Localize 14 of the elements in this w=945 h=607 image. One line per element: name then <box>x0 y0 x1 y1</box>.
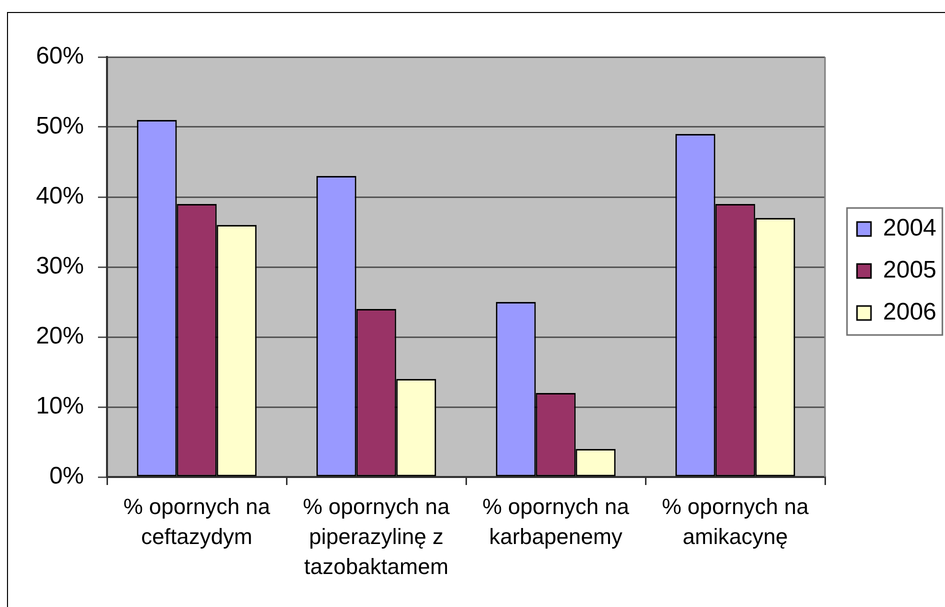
y-tick-label: 10% <box>36 392 84 420</box>
x-tick-label: % opornych na piperazylinę z tazobaktamem <box>302 494 450 579</box>
y-tick-label: 0% <box>49 462 84 490</box>
x-tick-label: % opornych na ceftazydym <box>123 494 271 549</box>
y-tick-label: 30% <box>36 252 84 280</box>
legend-label: 2004 <box>883 214 936 242</box>
y-tick-label: 40% <box>36 182 84 210</box>
y-tick-label: 60% <box>36 42 84 70</box>
legend-label: 2005 <box>883 256 936 284</box>
y-tick-label: 50% <box>36 112 84 140</box>
x-tick-label: % opornych na amikacynę <box>662 494 810 549</box>
y-tick-label: 20% <box>36 322 84 350</box>
legend-label: 2006 <box>883 298 936 326</box>
x-tick-label: % opornych na karbapenemy <box>482 494 630 549</box>
